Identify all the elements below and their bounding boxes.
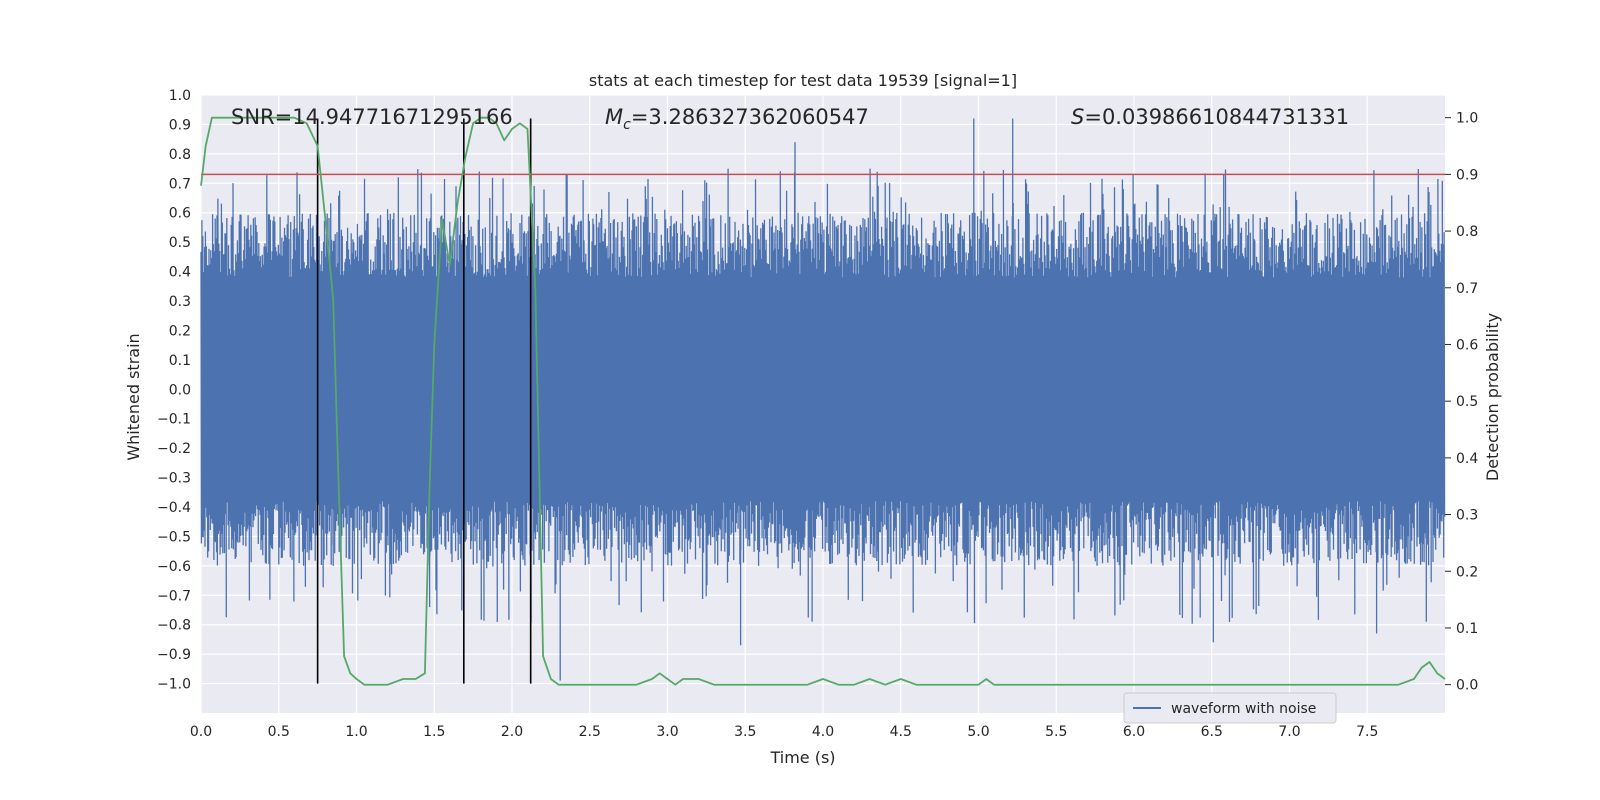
y-tick-label: −0.9 bbox=[157, 647, 191, 663]
y-tick-label: −0.8 bbox=[157, 618, 191, 634]
x-tick-label: 6.0 bbox=[1123, 724, 1145, 740]
y-axis-label: Whitened strain bbox=[124, 333, 143, 460]
chirp-mass-value: =3.286327362060547 bbox=[631, 105, 869, 129]
y2-tick-label: 0.8 bbox=[1456, 224, 1478, 240]
x-tick-label: 0.0 bbox=[190, 724, 212, 740]
y-tick-label: 0.7 bbox=[169, 176, 191, 192]
s-annotation: S=0.03986610844731331 bbox=[1071, 105, 1349, 129]
x-tick-label: 0.5 bbox=[268, 724, 290, 740]
x-tick-label: 2.0 bbox=[501, 724, 523, 740]
legend: waveform with noise bbox=[1123, 692, 1337, 724]
x-tick-label: 5.0 bbox=[967, 724, 989, 740]
y-tick-label: 0.6 bbox=[169, 206, 191, 222]
y-tick-label: 0.9 bbox=[169, 117, 191, 133]
y2-tick-label: 0.4 bbox=[1456, 451, 1478, 467]
y-tick-label: −0.3 bbox=[157, 471, 191, 487]
probability-layer bbox=[200, 116, 1446, 686]
y2-tick-label: 0.2 bbox=[1456, 564, 1478, 580]
chirp-mass-symbol: M bbox=[605, 105, 623, 129]
chirp-mass-subscript: c bbox=[623, 117, 631, 133]
y2-tick-label: 0.5 bbox=[1456, 394, 1478, 410]
x-tick-label: 2.5 bbox=[579, 724, 601, 740]
x-tick-label: 7.0 bbox=[1278, 724, 1300, 740]
x-tick-label: 5.5 bbox=[1045, 724, 1067, 740]
s-symbol: S bbox=[1071, 105, 1084, 129]
chart-title: stats at each timestep for test data 195… bbox=[589, 71, 1017, 90]
y-tick-label: 0.0 bbox=[169, 382, 191, 398]
x-axis-label: Time (s) bbox=[769, 748, 835, 767]
y2-tick-label: 1.0 bbox=[1456, 111, 1478, 127]
y2-tick-label: 0.9 bbox=[1456, 167, 1478, 183]
y-tick-label: 0.5 bbox=[169, 235, 191, 251]
y-tick-label: 1.0 bbox=[169, 88, 191, 104]
y-tick-label: 0.2 bbox=[169, 323, 191, 339]
x-tick-label: 3.5 bbox=[734, 724, 756, 740]
y-tick-label: 0.4 bbox=[169, 265, 191, 281]
legend-box bbox=[1123, 692, 1337, 724]
y-tick-label: 0.1 bbox=[169, 353, 191, 369]
x-tick-label: 4.0 bbox=[812, 724, 834, 740]
y2-tick-label: 0.7 bbox=[1456, 281, 1478, 297]
y-tick-label: 0.8 bbox=[169, 147, 191, 163]
snr-annotation: SNR=14.94771671295166 bbox=[231, 105, 513, 129]
y2-tick-label: 0.0 bbox=[1456, 678, 1478, 694]
probability-series bbox=[200, 116, 1446, 686]
s-value: =0.03986610844731331 bbox=[1084, 105, 1349, 129]
x-tick-label: 3.0 bbox=[656, 724, 678, 740]
y-ticks: 1.0 0.9 0.8 0.7 0.6 0.5 0.4 0.3 0.2 0.1 0.0 −0.1 −0.… bbox=[157, 88, 191, 693]
y2-tick-label: 0.6 bbox=[1456, 337, 1478, 353]
chirp-mass-annotation: Mc=3.286327362060547 bbox=[605, 105, 869, 133]
x-tick-label: 1.5 bbox=[423, 724, 445, 740]
waveform-layer bbox=[200, 118, 1446, 681]
x-tick-label: 1.0 bbox=[345, 724, 367, 740]
waveform-series bbox=[200, 118, 1446, 681]
y-tick-label: −0.6 bbox=[157, 559, 191, 575]
y-tick-label: −0.7 bbox=[157, 588, 191, 604]
y2-tick-label: 0.1 bbox=[1456, 621, 1478, 637]
y2-ticks: 1.0 0.9 0.8 0.7 0.6 0.5 0.4 0.3 0.2 0.1 0.0 bbox=[1445, 111, 1478, 694]
x-tick-label: 6.5 bbox=[1201, 724, 1223, 740]
x-tick-label: 7.5 bbox=[1356, 724, 1378, 740]
y-tick-label: −0.5 bbox=[157, 529, 191, 545]
x-ticks: 0.0 0.5 1.0 1.5 2.0 2.5 3.0 3.5 4.0 4.5 5.0 5.5 6.0 6… bbox=[190, 724, 1379, 740]
y2-tick-label: 0.3 bbox=[1456, 508, 1478, 524]
x-tick-label: 4.5 bbox=[890, 724, 912, 740]
y-tick-label: −0.4 bbox=[157, 500, 191, 516]
y2-axis-label: Detection probability bbox=[1483, 313, 1502, 481]
y-tick-label: −0.2 bbox=[157, 441, 191, 457]
legend-label: waveform with noise bbox=[1171, 701, 1316, 717]
y-tick-label: 0.3 bbox=[169, 294, 191, 310]
y-tick-label: −1.0 bbox=[157, 677, 191, 693]
y-tick-label: −0.1 bbox=[157, 412, 191, 428]
overlay-layer bbox=[201, 118, 1445, 684]
